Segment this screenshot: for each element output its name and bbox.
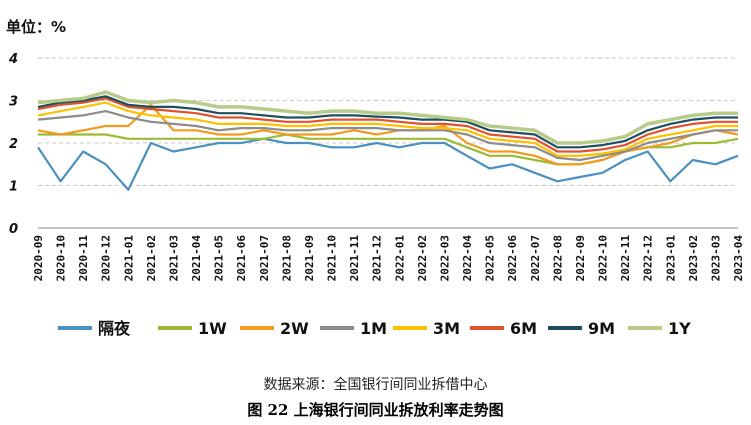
y-tick-label: 3 [9, 95, 18, 110]
series-line [37, 95, 738, 149]
y-axis: 0 1 2 3 4 [8, 52, 18, 237]
legend-label: 6M [510, 319, 537, 338]
x-tick-label: 2020-10 [55, 235, 68, 281]
x-tick-label: 2021-01 [122, 235, 135, 282]
x-tick-label: 2023-03 [709, 235, 722, 281]
x-tick-label: 2021-12 [371, 235, 384, 281]
x-tick-label: 2020-12 [100, 235, 113, 281]
legend-label: 2W [280, 319, 309, 338]
x-tick-label: 2021-05 [213, 235, 226, 281]
rate-chart: 0 1 2 3 4 2020-09 2020-10 2020-11 2020-12 2021-0… [8, 52, 745, 338]
legend-label: 1M [360, 319, 387, 338]
x-tick-label: 2022-11 [619, 235, 632, 282]
series-line [37, 109, 738, 162]
series-line [37, 90, 738, 145]
legend: 隔夜 1W 2W 1M 3M 6M 9M 1Y [58, 319, 691, 338]
x-tick-label: 2020-11 [77, 235, 90, 282]
x-tick-label: 2023-01 [664, 235, 677, 282]
unit-label: 单位：% [6, 18, 67, 36]
legend-label: 1W [198, 319, 227, 338]
legend-label: 1Y [668, 319, 691, 338]
x-tick-label: 2022-08 [551, 235, 564, 281]
x-tick-label: 2021-07 [258, 235, 271, 281]
x-tick-label: 2022-03 [438, 235, 451, 281]
legend-label: 9M [588, 319, 615, 338]
x-tick-label: 2021-04 [190, 235, 203, 282]
x-axis: 2020-09 2020-10 2020-11 2020-12 2021-01 2021-… [32, 227, 745, 282]
x-tick-label: 2021-11 [348, 235, 361, 282]
x-tick-label: 2023-02 [687, 235, 700, 281]
x-tick-label: 2021-03 [167, 235, 180, 281]
x-tick-label: 2022-01 [393, 235, 406, 282]
x-tick-label: 2023-04 [732, 235, 745, 282]
series-lines [37, 90, 739, 191]
y-tick-label: 2 [9, 137, 18, 152]
x-tick-label: 2021-08 [280, 235, 293, 281]
series-line [37, 137, 739, 191]
x-tick-label: 2021-02 [145, 235, 158, 281]
x-tick-label: 2021-10 [326, 235, 339, 281]
x-tick-label: 2020-09 [32, 235, 45, 281]
x-tick-label: 2022-09 [574, 235, 587, 281]
x-tick-label: 2022-07 [529, 235, 542, 281]
grid-lines [38, 57, 738, 186]
x-tick-label: 2022-10 [597, 235, 610, 281]
y-tick-label: 0 [9, 222, 18, 237]
y-tick-label: 1 [9, 180, 18, 195]
x-tick-label: 2022-12 [642, 235, 655, 281]
legend-label: 3M [433, 319, 460, 338]
series-line [37, 97, 738, 153]
y-tick-label: 4 [8, 52, 18, 67]
x-tick-label: 2021-06 [235, 235, 248, 282]
x-tick-label: 2022-05 [484, 235, 497, 281]
x-tick-label: 2022-02 [416, 235, 429, 281]
x-tick-label: 2022-04 [461, 235, 474, 282]
x-tick-label: 2021-09 [303, 235, 316, 281]
legend-label: 隔夜 [98, 319, 131, 338]
series-line [37, 101, 738, 157]
source-note: 数据来源：全国银行间同业拆借中心 [263, 377, 488, 393]
x-tick-label: 2022-06 [506, 235, 519, 282]
figure-caption: 图 22 上海银行间同业拆放利率走势图 [247, 401, 504, 419]
